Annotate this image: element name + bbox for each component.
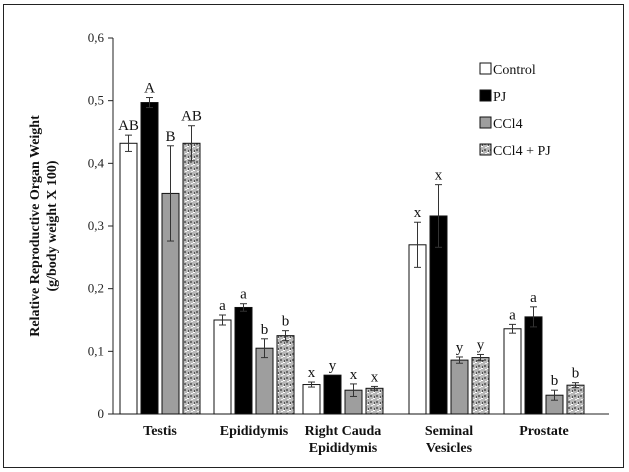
- significance-label: A: [144, 81, 155, 97]
- legend-label: CCl4: [493, 117, 523, 132]
- bar-control: [408, 244, 427, 415]
- bar-ccl4: [450, 359, 469, 415]
- significance-label: b: [282, 314, 290, 330]
- y-tick-label: 0,2: [88, 281, 104, 296]
- significance-label: x: [371, 369, 379, 385]
- significance-label: x: [308, 365, 316, 381]
- chart-frame: Relative Reproductive Organ Weight (g/bod…: [3, 4, 624, 468]
- y-axis-label: Relative Reproductive Organ Weight (g/bod…: [28, 115, 60, 337]
- significance-label: B: [165, 129, 175, 145]
- legend-swatch: [479, 89, 492, 102]
- significance-label: a: [219, 298, 226, 314]
- bar-control: [302, 384, 321, 415]
- significance-label: b: [572, 366, 580, 382]
- bar-pj: [140, 102, 159, 415]
- significance-label: y: [456, 340, 464, 356]
- bar-ccl4-pj: [276, 335, 295, 415]
- significance-label: y: [477, 337, 485, 353]
- x-category-label: Epididymis: [309, 441, 378, 456]
- legend-label: PJ: [493, 90, 507, 105]
- x-category-label: Right Cauda: [305, 424, 382, 439]
- y-tick-label: 0,5: [88, 93, 104, 108]
- y-axis-label-line2: (g/body weight X 100): [45, 160, 60, 291]
- legend-swatch: [479, 143, 492, 156]
- significance-label: a: [240, 287, 247, 303]
- bar-ccl4-pj: [471, 357, 490, 415]
- bar-ccl4-pj: [365, 387, 384, 415]
- legend-label: CCl4 + PJ: [493, 144, 551, 159]
- significance-label: AB: [181, 109, 202, 125]
- significance-label: a: [530, 290, 537, 306]
- bar-control: [213, 319, 232, 415]
- bar-pj: [524, 316, 543, 415]
- significance-label: x: [414, 205, 422, 221]
- x-category-label: Seminal: [425, 424, 473, 439]
- y-axis-label-line1: Relative Reproductive Organ Weight: [28, 115, 43, 337]
- legend: Control PJ CCl4 CCl4 + PJ: [479, 62, 551, 159]
- significance-label: x: [435, 168, 443, 184]
- significance-label: AB: [118, 118, 139, 134]
- significance-label: b: [551, 373, 559, 389]
- y-tick-label: 0,6: [88, 30, 105, 45]
- x-category-label: Epididymis: [220, 424, 289, 439]
- x-category-label: Testis: [143, 424, 177, 439]
- legend-label: Control: [493, 63, 536, 78]
- bar-pj: [323, 374, 342, 415]
- y-tick-label: 0,4: [88, 155, 105, 170]
- bar-control: [503, 328, 522, 415]
- significance-label: y: [329, 358, 337, 374]
- legend-swatch: [479, 116, 492, 129]
- bar-ccl4-pj: [566, 384, 585, 415]
- x-category-label: Prostate: [519, 424, 569, 439]
- bar-pj: [234, 306, 253, 415]
- bar-chart: Relative Reproductive Organ Weight (g/bod…: [28, 30, 609, 456]
- bar-control: [119, 142, 138, 415]
- y-tick-label: 0,3: [88, 218, 104, 233]
- legend-swatch: [479, 62, 492, 75]
- y-tick-label: 0,1: [88, 343, 104, 358]
- y-tick-label: 0: [98, 406, 105, 421]
- significance-label: a: [509, 307, 516, 323]
- x-category-label: Vesicles: [426, 441, 473, 456]
- significance-label: x: [350, 367, 358, 383]
- significance-label: b: [261, 322, 269, 338]
- category-labels: Testis Epididymis Right Cauda Epididymis Sem…: [143, 424, 569, 456]
- bar-ccl4-pj: [182, 142, 201, 415]
